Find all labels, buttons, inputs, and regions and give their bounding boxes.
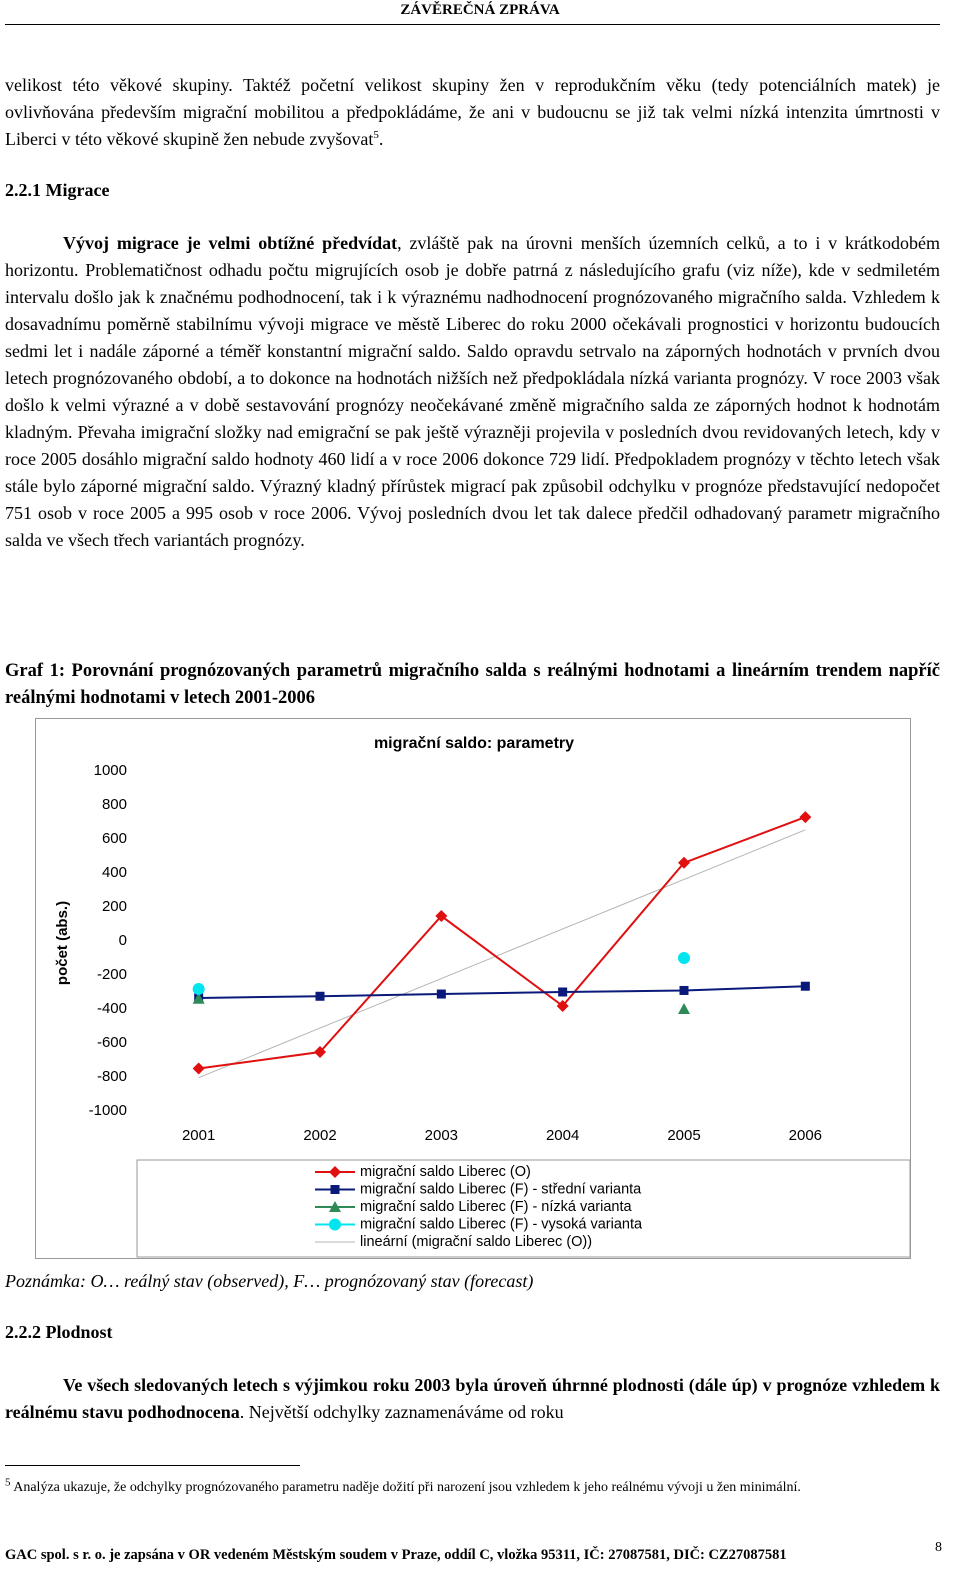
footnote-text: Analýza ukazuje, že odchylky prognózovan… bbox=[13, 1480, 801, 1495]
y-tick-label: 800 bbox=[102, 796, 127, 813]
text: . Největší odchylky zaznamenáváme od rok… bbox=[239, 1402, 564, 1422]
data-point bbox=[678, 856, 690, 869]
data-point bbox=[678, 952, 690, 964]
legend-label: migrační saldo Liberec (F) - nízká varia… bbox=[360, 1199, 633, 1215]
legend-marker bbox=[330, 1185, 340, 1194]
x-tick-label: 2006 bbox=[789, 1127, 822, 1144]
data-point bbox=[192, 992, 205, 1004]
legend-label: lineární (migrační saldo Liberec (O)) bbox=[360, 1234, 592, 1250]
y-tick-label: 200 bbox=[102, 898, 127, 915]
series-line bbox=[198, 829, 806, 1079]
x-tick-label: 2002 bbox=[303, 1127, 336, 1144]
data-point bbox=[799, 811, 812, 824]
footnote-marker: 5 bbox=[5, 1476, 11, 1489]
y-tick-label: 1000 bbox=[94, 762, 127, 779]
y-tick-label: -200 bbox=[97, 966, 127, 983]
x-tick-label: 2005 bbox=[667, 1127, 700, 1144]
legend-marker bbox=[329, 1166, 341, 1178]
footnote: 5 Analýza ukazuje, že odchylky prognózov… bbox=[5, 1477, 940, 1498]
y-tick-label: 0 bbox=[119, 932, 127, 949]
data-point bbox=[192, 982, 205, 995]
data-point bbox=[556, 999, 569, 1012]
data-point bbox=[192, 1062, 205, 1075]
data-point bbox=[435, 910, 448, 923]
footnote-ref: 5 bbox=[373, 129, 379, 141]
y-tick-label: -400 bbox=[97, 1000, 127, 1017]
y-tick-label: -600 bbox=[97, 1034, 127, 1051]
x-tick-label: 2004 bbox=[546, 1127, 579, 1144]
header-rule bbox=[5, 24, 940, 25]
series-line bbox=[198, 985, 806, 999]
text: , zvláště pak na úrovni menších územních… bbox=[5, 233, 940, 550]
y-tick-label: -1000 bbox=[89, 1102, 127, 1119]
text: velikost této věkové skupiny. Taktéž poč… bbox=[5, 75, 940, 149]
chart: migrační saldo: parametry počet (abs.) -… bbox=[35, 718, 911, 1259]
footer-text: GAC spol. s r. o. je zapsána v OR vedené… bbox=[5, 1547, 787, 1563]
data-point bbox=[678, 1003, 690, 1014]
data-point bbox=[315, 991, 325, 1001]
legend-marker bbox=[329, 1201, 341, 1212]
data-point bbox=[679, 985, 689, 995]
legend-label: migrační saldo Liberec (F) - vysoká vari… bbox=[360, 1216, 643, 1232]
paragraph: Ve všech sledovaných letech s výjimkou r… bbox=[5, 1372, 940, 1426]
legend-label: migrační saldo Liberec (O) bbox=[360, 1164, 531, 1180]
figure-caption: Graf 1: Porovnání prognózovaných paramet… bbox=[5, 661, 940, 708]
text: . bbox=[378, 129, 384, 149]
paragraph: velikost této věkové skupiny. Taktéž poč… bbox=[5, 72, 940, 153]
footnote-rule bbox=[5, 1465, 300, 1466]
section-heading: 2.2.1 Migrace bbox=[5, 180, 110, 200]
bold-text: Ve všech sledovaných letech s výjimkou r… bbox=[5, 1375, 940, 1422]
page-header: ZÁVĚREČNÁ ZPRÁVA bbox=[400, 2, 560, 18]
chart-note: Poznámka: O… reálný stav (observed), F… … bbox=[5, 1271, 534, 1291]
x-tick-label: 2001 bbox=[182, 1127, 215, 1144]
y-tick-label: 400 bbox=[102, 864, 127, 881]
y-tick-label: -800 bbox=[97, 1068, 127, 1085]
legend-label: migrační saldo Liberec (F) - střední var… bbox=[360, 1181, 642, 1197]
data-point bbox=[314, 1046, 326, 1059]
legend-box bbox=[136, 1159, 911, 1258]
x-tick-label: 2003 bbox=[425, 1127, 458, 1144]
data-point bbox=[558, 987, 568, 997]
page-number: 8 bbox=[935, 1540, 942, 1555]
data-point bbox=[436, 989, 446, 999]
bold-text: Vývoj migrace je velmi obtížné předvídat bbox=[63, 233, 398, 253]
data-point bbox=[800, 981, 810, 991]
legend-marker bbox=[329, 1218, 341, 1231]
y-tick-label: 600 bbox=[102, 830, 127, 847]
chart-title: migrační saldo: parametry bbox=[374, 735, 574, 752]
section-heading: 2.2.2 Plodnost bbox=[5, 1322, 113, 1342]
series-line bbox=[198, 816, 806, 1070]
paragraph: Vývoj migrace je velmi obtížné předvídat… bbox=[5, 230, 940, 554]
y-axis-label: počet (abs.) bbox=[54, 901, 71, 985]
